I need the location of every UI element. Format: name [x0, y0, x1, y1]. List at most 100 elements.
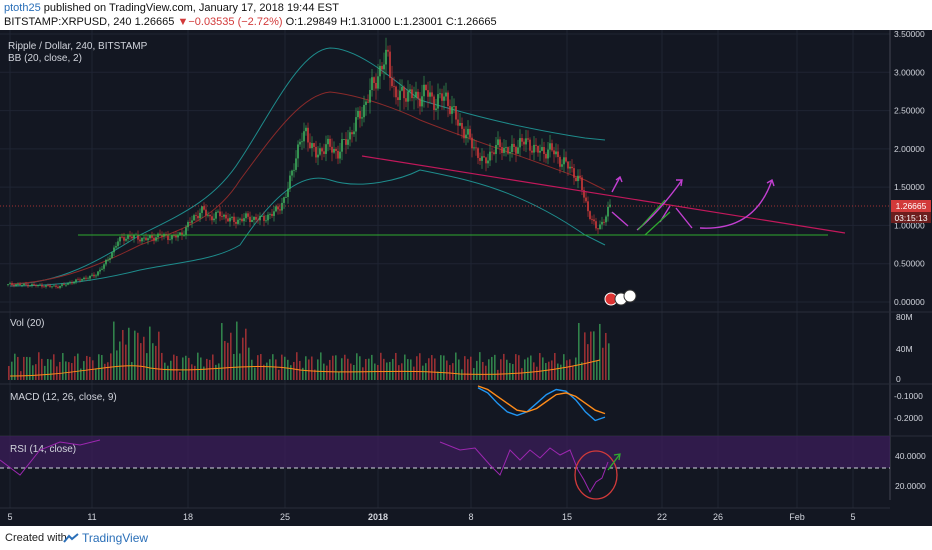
candle-body	[213, 218, 215, 221]
candle-body	[121, 236, 123, 238]
candle-body	[569, 166, 571, 169]
price-axis[interactable]	[890, 30, 932, 500]
candle-body	[45, 285, 47, 287]
volume-bar	[254, 367, 256, 380]
arrow-down-2	[675, 207, 693, 229]
volume-bar	[263, 364, 265, 380]
volume-bar	[164, 362, 166, 380]
price-tick-label: 0.50000	[894, 259, 925, 269]
candle-body	[99, 269, 101, 272]
volume-bar	[476, 360, 478, 380]
volume-bar	[533, 362, 535, 380]
volume-bar	[77, 353, 79, 380]
candle-body	[563, 157, 565, 165]
candle-body	[145, 237, 147, 241]
candle-body	[577, 175, 579, 182]
candle-body	[413, 97, 415, 99]
candle-body	[565, 157, 567, 162]
candle-body	[493, 152, 495, 154]
candle-body	[85, 277, 87, 279]
trend-line[interactable]	[361, 155, 846, 234]
author-link[interactable]: ptoth25	[4, 2, 41, 14]
volume-bar	[434, 358, 436, 380]
candle-body	[467, 128, 469, 135]
volume-bar	[419, 353, 421, 380]
candle-body	[105, 259, 107, 265]
signal-line	[477, 385, 606, 415]
rsi-title: RSI (14, close)	[10, 444, 76, 455]
candle-body	[407, 91, 409, 102]
volume-bar	[362, 367, 364, 380]
volume-bar	[188, 357, 190, 380]
time-axis-labels[interactable]: 5 11 18 25 2018 8 15 22 26 Feb 5	[7, 512, 855, 522]
volume-bar	[80, 368, 82, 380]
volume-bar	[68, 362, 70, 380]
chart-svg[interactable]: Ripple / Dollar, 240, BITSTAMP BB (20, c…	[0, 29, 932, 526]
candle-body	[235, 221, 237, 224]
candle-body	[327, 138, 329, 145]
candle-body	[179, 232, 181, 235]
candle-body	[529, 139, 531, 151]
volume-bar	[347, 358, 349, 380]
candle-body	[445, 92, 447, 97]
volume-bar	[14, 353, 16, 380]
candle-body	[87, 278, 89, 280]
candle-body	[69, 282, 71, 284]
candle-body	[239, 218, 241, 220]
time-tick-label: 11	[87, 512, 96, 522]
candle-body	[223, 214, 225, 217]
candle-body	[531, 150, 533, 153]
candle-body	[427, 90, 429, 97]
volume-bar	[113, 321, 115, 380]
volume-bar	[488, 359, 490, 380]
time-tick-label: Feb	[789, 512, 805, 522]
candle-body	[515, 146, 517, 154]
price-tick-label: 1.00000	[894, 220, 925, 230]
volume-bar	[257, 355, 259, 380]
volume-bar	[359, 356, 361, 380]
rsi-highlight-circle[interactable]	[574, 450, 618, 500]
volume-bar	[590, 331, 592, 380]
last-price-text: 1.26665	[134, 16, 175, 28]
candle-body	[365, 101, 367, 105]
candle-body	[19, 283, 21, 286]
event-marker-icon[interactable]	[623, 289, 637, 303]
candle-body	[597, 228, 599, 230]
volume-bar	[449, 365, 451, 380]
volume-bar	[191, 364, 193, 380]
candle-body	[421, 96, 423, 107]
volume-bar	[95, 368, 97, 380]
candle-body	[549, 143, 551, 150]
rsi-tick-40: 40.0000	[895, 451, 926, 461]
candle-body	[191, 220, 193, 223]
candle-body	[453, 106, 455, 107]
candle-body	[255, 216, 257, 220]
volume-bar	[467, 359, 469, 380]
created-with-text: Created with	[5, 532, 67, 544]
chart-area[interactable]: Ripple / Dollar, 240, BITSTAMP BB (20, c…	[0, 29, 932, 526]
green-fan-lines	[637, 199, 671, 236]
candle-body	[381, 65, 383, 70]
candle-body	[317, 154, 319, 158]
candle-body	[359, 111, 361, 119]
candle-body	[285, 197, 287, 198]
candle-body	[277, 206, 279, 210]
candle-body	[97, 271, 99, 276]
volume-ma-line	[9, 359, 601, 377]
candle-body	[559, 157, 561, 167]
volume-bar	[251, 359, 253, 380]
candle-body	[521, 138, 523, 142]
candle-body	[579, 175, 581, 178]
rsi-arrow[interactable]	[607, 453, 621, 471]
event-badges[interactable]	[604, 289, 637, 306]
candle-body	[73, 281, 75, 284]
volume-bar	[122, 329, 124, 380]
volume-bar	[311, 356, 313, 380]
candle-body	[21, 285, 23, 286]
candle-body	[401, 86, 403, 91]
projection-arrows[interactable]	[611, 175, 775, 231]
candle-body	[383, 64, 385, 70]
tradingview-brand-link[interactable]: TradingView	[82, 531, 149, 545]
candle-body	[507, 147, 509, 154]
candle-body	[143, 237, 145, 239]
